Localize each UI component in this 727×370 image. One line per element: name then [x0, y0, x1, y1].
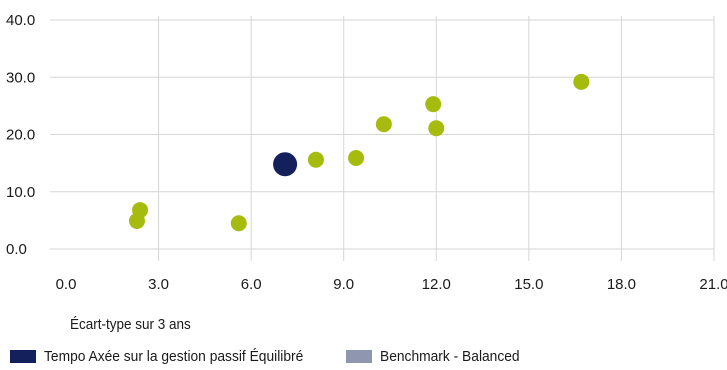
peer-point [573, 73, 590, 90]
legend: Tempo Axée sur la gestion passif Équilib… [10, 348, 552, 365]
x-axis-ticks: 0.0 3.0 6.0 9.0 12.0 15.0 18.0 21.0 [56, 276, 727, 293]
legend-swatch-fund [10, 350, 36, 363]
peer-point [230, 215, 247, 232]
x-tick-label: 3.0 [148, 276, 169, 293]
y-tick-label: 30.0 [6, 69, 35, 86]
fund-point [273, 152, 298, 177]
x-tick-label: 18.0 [607, 276, 636, 293]
x-tick-label: 12.0 [422, 276, 451, 293]
x-tick-label: 6.0 [241, 276, 262, 293]
grid-lines [50, 16, 715, 261]
y-tick-label: 0.0 [6, 241, 27, 258]
peer-point [307, 151, 324, 168]
x-tick-label: 0.0 [56, 276, 77, 293]
legend-item-fund: Tempo Axée sur la gestion passif Équilib… [10, 348, 326, 365]
y-tick-label: 20.0 [6, 127, 35, 144]
y-tick-label: 40.0 [6, 12, 35, 29]
x-tick-label: 15.0 [514, 276, 543, 293]
y-axis-ticks: 0.0 10.0 20.0 30.0 40.0 [6, 12, 35, 258]
legend-label-fund: Tempo Axée sur la gestion passif Équilib… [44, 348, 304, 365]
peer-point [428, 120, 445, 137]
peer-point [375, 116, 392, 133]
legend-label-benchmark: Benchmark - Balanced [379, 348, 520, 365]
x-tick-label: 9.0 [333, 276, 354, 293]
peer-point [348, 149, 365, 166]
legend-item-benchmark: Benchmark - Balanced [345, 348, 532, 365]
data-points [128, 73, 590, 232]
x-axis-label: Écart-type sur 3 ans [70, 316, 191, 333]
y-tick-label: 10.0 [6, 184, 35, 201]
legend-swatch-benchmark [345, 350, 372, 363]
x-tick-label: 21.0 [699, 276, 727, 293]
peer-point [425, 96, 442, 113]
peer-point [128, 212, 145, 229]
